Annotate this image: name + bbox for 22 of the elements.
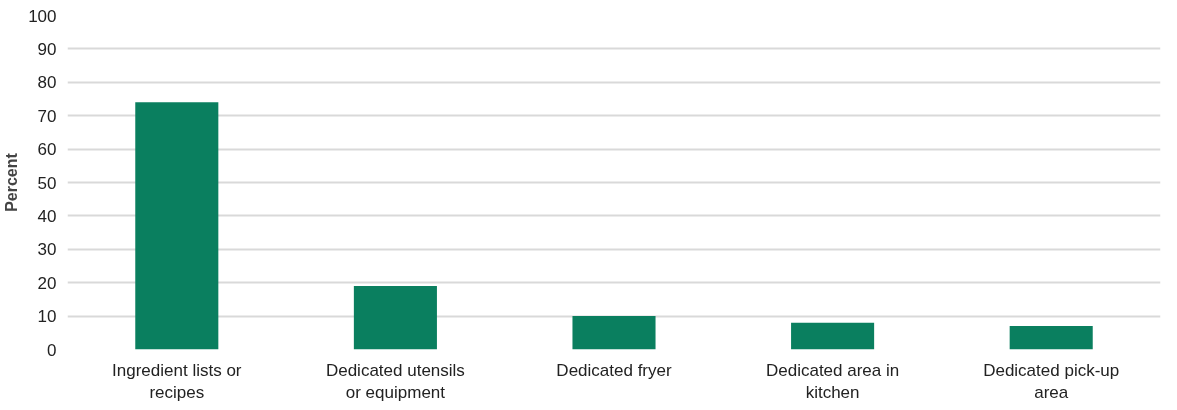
x-tick-label: Dedicated utensils or equipment (325, 360, 465, 403)
bar (135, 102, 219, 350)
x-tick-label: Dedicated area in kitchen (765, 360, 900, 403)
y-tick-label: 70 (37, 106, 57, 126)
y-tick-label: 30 (37, 240, 57, 260)
y-tick-label: 100 (28, 6, 57, 26)
y-tick-label: 0 (47, 340, 57, 360)
bar (791, 322, 875, 350)
bar (1009, 326, 1093, 350)
y-axis-title: Percent (3, 152, 21, 212)
y-tick-label: 80 (37, 73, 57, 93)
bar (572, 316, 656, 350)
y-tick-label: 20 (37, 273, 57, 293)
y-tick-label: 50 (37, 173, 57, 193)
x-tick-label: Dedicated pick-up area (983, 360, 1120, 403)
x-tick-label: Ingredient lists or recipes (112, 360, 242, 403)
x-tick-label: Dedicated fryer (556, 360, 672, 380)
y-tick-label: 60 (37, 140, 57, 160)
y-tick-label: 10 (37, 307, 57, 327)
bar (353, 286, 437, 350)
y-tick-label: 40 (37, 206, 57, 226)
y-tick-label: 90 (37, 39, 57, 59)
